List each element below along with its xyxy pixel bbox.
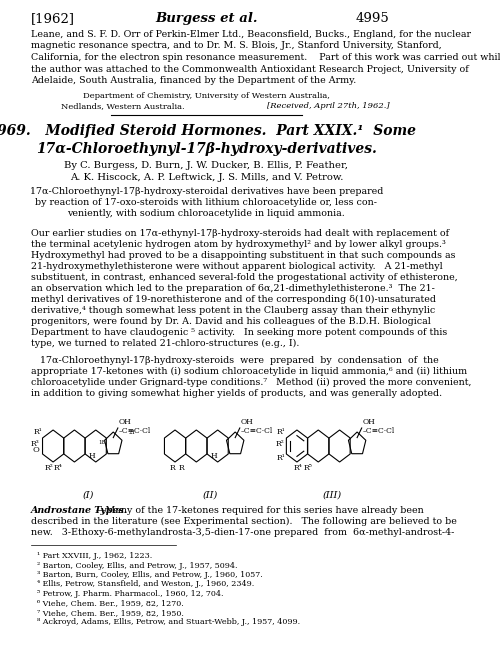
Text: H: H <box>210 452 217 460</box>
Text: 17α-Chloroethynyl-17β-hydroxy-steroidal derivatives have been prepared: 17α-Chloroethynyl-17β-hydroxy-steroidal … <box>30 187 383 195</box>
Text: R³: R³ <box>30 440 40 448</box>
Text: H: H <box>88 452 96 460</box>
Text: California, for the electron spin resonance measurement.    Part of this work wa: California, for the electron spin resona… <box>31 53 500 62</box>
Text: –C≡C·Cl: –C≡C·Cl <box>362 427 394 435</box>
Text: Hydroxymethyl had proved to be a disappointing substituent in that such compound: Hydroxymethyl had proved to be a disappo… <box>31 251 456 260</box>
Text: O: O <box>32 446 40 454</box>
Text: Department to have claudogenic ⁵ activity.   In seeking more potent compounds of: Department to have claudogenic ⁵ activit… <box>31 328 447 337</box>
Text: R¹: R¹ <box>276 454 285 462</box>
Text: Nedlands, Western Australia.: Nedlands, Western Australia. <box>60 102 184 111</box>
Text: 17α-Chloroethynyl-17β-hydroxy-steroids  were  prepared  by  condensation  of  th: 17α-Chloroethynyl-17β-hydroxy-steroids w… <box>31 356 438 365</box>
Text: substituent, in contrast, enhanced several-fold the progestational activity of e: substituent, in contrast, enhanced sever… <box>31 273 458 282</box>
Text: 969.   Modified Steroid Hormones.  Part XXIX.¹  Some: 969. Modified Steroid Hormones. Part XXI… <box>0 124 416 138</box>
Text: derivative,⁴ though somewhat less potent in the Clauberg assay than their ethyny: derivative,⁴ though somewhat less potent… <box>31 306 435 315</box>
Text: R⁴: R⁴ <box>53 464 62 472</box>
Text: A. K. Hiscock, A. P. Leftwick, J. S. Mills, and V. Petrow.: A. K. Hiscock, A. P. Leftwick, J. S. Mil… <box>70 172 343 181</box>
Text: R⁴: R⁴ <box>294 464 303 472</box>
Text: 21-hydroxymethylethisterone were without apparent biological activity.   A 21-me: 21-hydroxymethylethisterone were without… <box>31 262 442 271</box>
Text: [Received, April 27th, 1962.]: [Received, April 27th, 1962.] <box>266 102 389 111</box>
Text: ⁶ Viehe, Chem. Ber., 1959, 82, 1270.: ⁶ Viehe, Chem. Ber., 1959, 82, 1270. <box>37 599 184 607</box>
Text: 18: 18 <box>99 440 106 445</box>
Text: appropriate 17-ketones with (i) sodium chloroacetylide in liquid ammonia,⁶ and (: appropriate 17-ketones with (i) sodium c… <box>31 367 467 376</box>
Text: (III): (III) <box>322 491 342 500</box>
Text: ⁷ Viehe, Chem. Ber., 1959, 82, 1950.: ⁷ Viehe, Chem. Ber., 1959, 82, 1950. <box>37 609 184 617</box>
Text: ¹ Part XXVIII, J., 1962, 1223.: ¹ Part XXVIII, J., 1962, 1223. <box>37 552 152 560</box>
Text: R: R <box>178 464 184 472</box>
Text: OH: OH <box>240 418 254 426</box>
Text: Department of Chemistry, University of Western Australia,: Department of Chemistry, University of W… <box>83 92 330 100</box>
Text: [1962]: [1962] <box>31 12 75 25</box>
Text: 17α-Chloroethynyl-17β-hydroxy-derivatives.: 17α-Chloroethynyl-17β-hydroxy-derivative… <box>36 143 376 157</box>
Text: described in the literature (see Experimental section).   The following are beli: described in the literature (see Experim… <box>31 517 457 526</box>
Text: R²: R² <box>275 440 284 448</box>
Text: veniently, with sodium chloroacetylide in liquid ammonia.: veniently, with sodium chloroacetylide i… <box>68 210 345 219</box>
Text: Androstane Types.: Androstane Types. <box>31 506 128 515</box>
Text: progenitors, were found by Dr. A. David and his colleagues of the B.D.H. Biologi: progenitors, were found by Dr. A. David … <box>31 317 431 326</box>
Text: 4995: 4995 <box>356 12 389 25</box>
Text: –C≡C·Cl: –C≡C·Cl <box>240 427 273 435</box>
Text: new.   3-Ethoxy-6-methylandrosta-3,5-dien-17-one prepared  from  6α-methyl-andro: new. 3-Ethoxy-6-methylandrosta-3,5-dien-… <box>31 528 454 537</box>
Text: the author was attached to the Commonwealth Antioxidant Research Project, Univer: the author was attached to the Commonwea… <box>31 64 468 73</box>
Text: ³ Barton, Burn, Cooley, Ellis, and Petrow, J., 1960, 1057.: ³ Barton, Burn, Cooley, Ellis, and Petro… <box>37 571 263 579</box>
Text: ⁴ Ellis, Petrow, Stansfield, and Weston, J., 1960, 2349.: ⁴ Ellis, Petrow, Stansfield, and Weston,… <box>37 580 254 588</box>
Text: OH: OH <box>118 418 132 426</box>
Text: by reaction of 17-oxo-steroids with lithium chloroacetylide or, less con-: by reaction of 17-oxo-steroids with lith… <box>35 198 378 207</box>
Text: magnetic resonance spectra, and to Dr. M. S. Blois, Jr., Stanford University, St: magnetic resonance spectra, and to Dr. M… <box>31 41 442 50</box>
Text: (I): (I) <box>82 491 94 500</box>
Text: —Many of the 17-ketones required for this series have already been: —Many of the 17-ketones required for thi… <box>96 506 424 515</box>
Text: R²: R² <box>44 464 53 472</box>
Text: OH: OH <box>362 418 375 426</box>
Text: Our earlier studies on 17α-ethynyl-17β-hydroxy-steroids had dealt with replaceme: Our earlier studies on 17α-ethynyl-17β-h… <box>31 229 449 238</box>
Text: R: R <box>169 464 175 472</box>
Text: chloroacetylide under Grignard-type conditions.⁷   Method (ii) proved the more c: chloroacetylide under Grignard-type cond… <box>31 378 472 387</box>
Text: ⁵ Petrow, J. Pharm. Pharmacol., 1960, 12, 704.: ⁵ Petrow, J. Pharm. Pharmacol., 1960, 12… <box>37 590 224 598</box>
Text: 21: 21 <box>128 430 136 434</box>
Text: methyl derivatives of 19-norethisterone and of the corresponding δ(10)-unsaturat: methyl derivatives of 19-norethisterone … <box>31 295 436 304</box>
Text: Leane, and S. F. D. Orr of Perkin-Elmer Ltd., Beaconsfield, Bucks., England, for: Leane, and S. F. D. Orr of Perkin-Elmer … <box>31 30 471 39</box>
Text: By C. Burgess, D. Burn, J. W. Ducker, B. Ellis, P. Feather,: By C. Burgess, D. Burn, J. W. Ducker, B.… <box>64 160 348 170</box>
Text: R¹: R¹ <box>276 428 285 436</box>
Text: type, we turned to related 21-chloro-structures (e.g., I).: type, we turned to related 21-chloro-str… <box>31 339 299 348</box>
Text: the terminal acetylenic hydrogen atom by hydroxymethyl² and by lower alkyl group: the terminal acetylenic hydrogen atom by… <box>31 240 446 249</box>
Text: ² Barton, Cooley, Ellis, and Petrow, J., 1957, 5094.: ² Barton, Cooley, Ellis, and Petrow, J.,… <box>37 561 237 569</box>
Text: Adelaide, South Australia, financed by the Department of the Army.: Adelaide, South Australia, financed by t… <box>31 76 356 85</box>
Text: R¹: R¹ <box>34 428 42 436</box>
Text: –C≡C·Cl: –C≡C·Cl <box>118 427 151 435</box>
Text: in addition to giving somewhat higher yields of products, and was generally adop: in addition to giving somewhat higher yi… <box>31 389 442 398</box>
Text: an observation which led to the preparation of 6α,21-dimethylethisterone.³  The : an observation which led to the preparat… <box>31 284 435 293</box>
Text: R⁵: R⁵ <box>303 464 312 472</box>
Text: (II): (II) <box>202 491 218 500</box>
Text: Burgess et al.: Burgess et al. <box>155 12 258 25</box>
Text: ⁸ Ackroyd, Adams, Ellis, Petrow, and Stuart-Webb, J., 1957, 4099.: ⁸ Ackroyd, Adams, Ellis, Petrow, and Stu… <box>37 618 300 626</box>
